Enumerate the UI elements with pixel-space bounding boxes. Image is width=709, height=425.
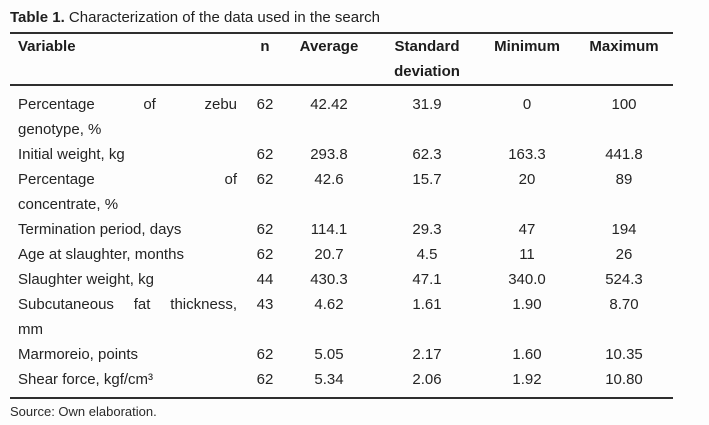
table-body: Percentage of zebu genotype, % 62 42.42 … bbox=[10, 85, 673, 398]
cell-min: 0 bbox=[522, 96, 532, 113]
cell-n: 44 bbox=[256, 271, 274, 288]
cell-sd: 15.7 bbox=[412, 171, 442, 188]
cell-sd: 2.06 bbox=[412, 371, 442, 388]
table-row: Percentage of concentrate, % 62 42.6 15.… bbox=[10, 167, 673, 217]
cell-min: 340.0 bbox=[508, 271, 546, 288]
cell-max: 194 bbox=[611, 221, 637, 238]
cell-n: 62 bbox=[256, 371, 274, 388]
cell-average: 42.6 bbox=[314, 171, 344, 188]
cell-n: 62 bbox=[256, 221, 274, 238]
cell-n: 43 bbox=[256, 296, 274, 313]
cell-max: 441.8 bbox=[605, 146, 643, 163]
cell-min: 1.60 bbox=[512, 346, 542, 363]
cell-min: 11 bbox=[519, 246, 535, 263]
cell-variable: Termination period, days bbox=[10, 217, 247, 242]
variable-line: Age at slaughter, months bbox=[18, 246, 184, 263]
variable-line: Percentage of bbox=[18, 171, 237, 188]
cell-sd: 47.1 bbox=[412, 271, 442, 288]
variable-line: Subcutaneous fat thickness, bbox=[18, 296, 237, 313]
variable-line: concentrate, % bbox=[18, 196, 119, 213]
column-header-n: n bbox=[247, 33, 283, 86]
cell-sd: 4.5 bbox=[416, 246, 438, 263]
cell-min: 1.92 bbox=[512, 371, 542, 388]
cell-average: 5.34 bbox=[314, 371, 344, 388]
variable-line: Marmoreio, points bbox=[18, 346, 139, 363]
cell-min: 163.3 bbox=[508, 146, 546, 163]
column-header-standard-deviation: Standard deviation bbox=[375, 33, 479, 86]
cell-average: 293.8 bbox=[310, 146, 348, 163]
cell-average: 114.1 bbox=[310, 221, 348, 238]
cell-max: 10.35 bbox=[605, 346, 643, 363]
cell-variable: Shear force, kgf/cm³ bbox=[10, 367, 247, 398]
table-row: Termination period, days 62 114.1 29.3 4… bbox=[10, 217, 673, 242]
cell-average: 430.3 bbox=[310, 271, 348, 288]
cell-average: 4.62 bbox=[314, 296, 344, 313]
variable-line: Percentage of zebu bbox=[18, 96, 237, 113]
column-header-maximum: Maximum bbox=[575, 33, 673, 86]
cell-sd: 2.17 bbox=[412, 346, 442, 363]
header-row: Variable n Average Standard deviation Mi… bbox=[10, 33, 673, 86]
cell-sd: 31.9 bbox=[412, 96, 442, 113]
column-header-variable: Variable bbox=[10, 33, 247, 86]
column-header-minimum: Minimum bbox=[479, 33, 575, 86]
cell-variable: Subcutaneous fat thickness, mm bbox=[10, 292, 247, 342]
cell-n: 62 bbox=[256, 246, 274, 263]
cell-variable: Age at slaughter, months bbox=[10, 242, 247, 267]
variable-line: Slaughter weight, kg bbox=[18, 271, 154, 288]
table-row: Subcutaneous fat thickness, mm 43 4.62 1… bbox=[10, 292, 673, 342]
cell-variable: Marmoreio, points bbox=[10, 342, 247, 367]
table-row: Slaughter weight, kg 44 430.3 47.1 340.0… bbox=[10, 267, 673, 292]
cell-max: 8.70 bbox=[609, 296, 639, 313]
cell-min: 20 bbox=[518, 171, 536, 188]
data-table: Variable n Average Standard deviation Mi… bbox=[10, 32, 673, 399]
table-row: Percentage of zebu genotype, % 62 42.42 … bbox=[10, 85, 673, 142]
cell-max: 10.80 bbox=[605, 371, 643, 388]
cell-variable: Percentage of concentrate, % bbox=[10, 167, 247, 217]
cell-n: 62 bbox=[256, 346, 274, 363]
table-row: Age at slaughter, months 62 20.7 4.5 11 … bbox=[10, 242, 673, 267]
table-row: Shear force, kgf/cm³ 62 5.34 2.06 1.92 1… bbox=[10, 367, 673, 398]
column-header-average: Average bbox=[283, 33, 375, 86]
cell-variable: Slaughter weight, kg bbox=[10, 267, 247, 292]
cell-max: 100 bbox=[611, 96, 637, 113]
cell-variable: Initial weight, kg bbox=[10, 142, 247, 167]
table-title: Table 1. Characterization of the data us… bbox=[10, 5, 709, 32]
cell-max: 524.3 bbox=[605, 271, 643, 288]
table-title-text: Characterization of the data used in the… bbox=[68, 9, 380, 26]
source-note: Source: Own elaboration. bbox=[10, 404, 157, 419]
cell-sd: 29.3 bbox=[412, 221, 442, 238]
cell-min: 1.90 bbox=[512, 296, 542, 313]
cell-sd: 62.3 bbox=[412, 146, 442, 163]
cell-max: 89 bbox=[615, 171, 633, 188]
variable-line: Initial weight, kg bbox=[18, 146, 125, 163]
table-row: Initial weight, kg 62 293.8 62.3 163.3 4… bbox=[10, 142, 673, 167]
variable-line: Shear force, kgf/cm³ bbox=[18, 371, 154, 388]
table-title-label: Table 1. bbox=[10, 9, 65, 26]
cell-variable: Percentage of zebu genotype, % bbox=[10, 85, 247, 142]
cell-n: 62 bbox=[256, 171, 274, 188]
variable-line: genotype, % bbox=[18, 121, 102, 138]
variable-line: mm bbox=[18, 321, 43, 338]
cell-n: 62 bbox=[256, 96, 274, 113]
cell-sd: 1.61 bbox=[412, 296, 442, 313]
cell-average: 42.42 bbox=[310, 96, 348, 113]
table-row: Marmoreio, points 62 5.05 2.17 1.60 10.3… bbox=[10, 342, 673, 367]
cell-average: 20.7 bbox=[314, 246, 344, 263]
table-header: Variable n Average Standard deviation Mi… bbox=[10, 33, 673, 86]
cell-average: 5.05 bbox=[314, 346, 344, 363]
variable-line: Termination period, days bbox=[18, 221, 182, 238]
cell-n: 62 bbox=[256, 146, 274, 163]
cell-max: 26 bbox=[615, 246, 633, 263]
cell-min: 47 bbox=[518, 221, 536, 238]
